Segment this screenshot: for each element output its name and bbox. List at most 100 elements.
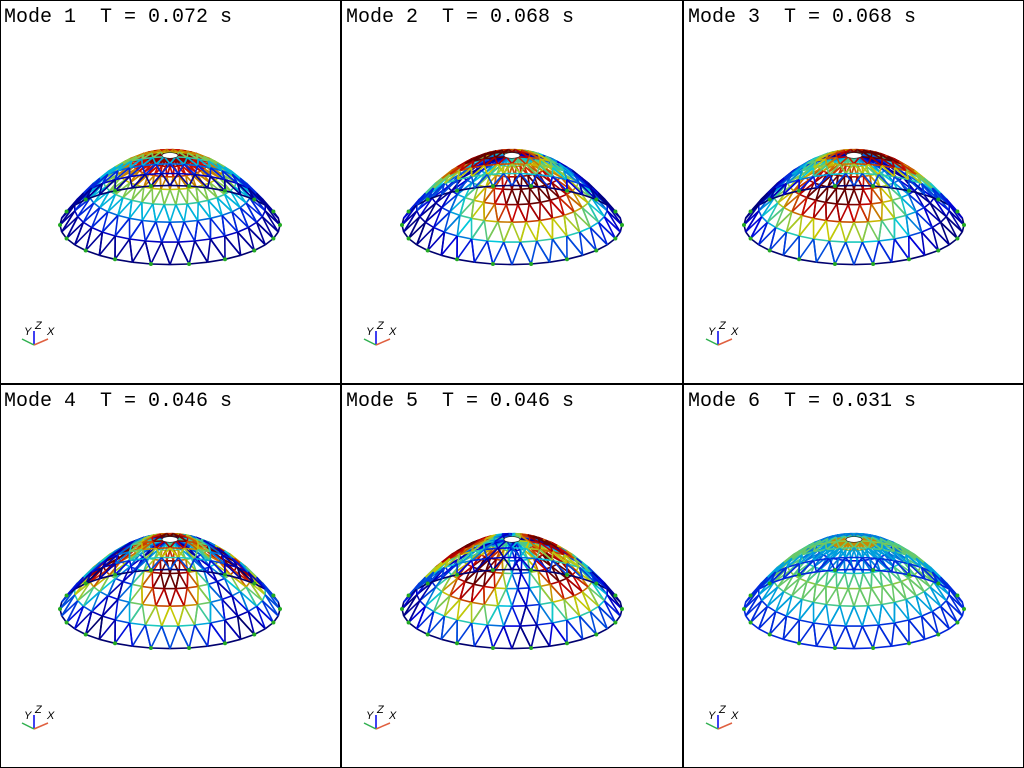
member <box>511 588 519 607</box>
member <box>905 170 910 180</box>
member <box>473 174 488 189</box>
axis-label: Y <box>24 710 32 722</box>
member <box>240 577 255 585</box>
member <box>566 231 580 237</box>
member <box>798 258 817 263</box>
member <box>494 156 507 159</box>
top-opening <box>503 152 521 159</box>
member <box>483 202 486 221</box>
member <box>940 216 947 223</box>
member <box>155 156 165 165</box>
axis-x <box>33 338 49 346</box>
member <box>175 203 188 206</box>
member <box>128 176 134 188</box>
member <box>144 547 157 560</box>
member <box>102 562 116 569</box>
member <box>209 238 226 260</box>
member <box>150 184 171 187</box>
member <box>905 170 923 185</box>
member <box>237 566 255 585</box>
member <box>587 581 593 588</box>
member <box>484 603 498 607</box>
member <box>245 197 251 204</box>
member <box>264 594 279 617</box>
member <box>115 175 130 181</box>
member <box>141 202 144 221</box>
member <box>929 202 947 218</box>
member <box>175 540 185 549</box>
member <box>924 249 939 257</box>
member <box>872 174 880 187</box>
member <box>441 206 451 213</box>
member <box>189 261 208 265</box>
member <box>85 193 100 201</box>
member <box>521 571 530 574</box>
member <box>129 542 143 553</box>
member <box>144 605 157 626</box>
member <box>114 176 131 192</box>
member <box>169 557 179 570</box>
member <box>141 571 153 587</box>
member <box>178 240 195 243</box>
axis-x <box>717 338 733 346</box>
member <box>768 227 777 251</box>
member <box>908 231 922 237</box>
member <box>221 598 239 617</box>
member <box>194 240 209 263</box>
panel: Mode 4 T = 0.046 sY Z X <box>4 390 282 730</box>
member <box>122 580 133 586</box>
member <box>224 178 238 185</box>
node <box>797 257 801 262</box>
member <box>532 558 539 572</box>
member <box>210 619 225 624</box>
member <box>791 197 808 213</box>
member <box>456 215 461 237</box>
member <box>520 535 530 543</box>
member <box>470 176 476 188</box>
member <box>470 200 475 219</box>
member <box>839 163 847 174</box>
member <box>178 176 181 190</box>
member <box>879 186 883 203</box>
member <box>473 537 487 546</box>
member <box>893 182 902 198</box>
member <box>184 603 198 607</box>
member <box>456 566 473 580</box>
member <box>893 176 910 192</box>
member <box>497 221 505 243</box>
member <box>183 605 196 626</box>
member <box>528 572 531 588</box>
member <box>603 216 621 233</box>
member <box>587 202 600 223</box>
member <box>210 559 225 565</box>
member <box>194 174 209 189</box>
member <box>107 197 124 213</box>
member <box>456 182 473 196</box>
member <box>82 586 95 607</box>
member <box>193 549 199 559</box>
member <box>757 222 769 246</box>
member <box>240 193 255 201</box>
member <box>758 187 777 206</box>
node <box>148 568 153 572</box>
member <box>449 595 461 601</box>
node <box>962 223 966 227</box>
member <box>207 258 226 263</box>
member <box>520 240 537 243</box>
member <box>144 624 152 649</box>
member <box>948 210 963 233</box>
member <box>144 558 152 571</box>
member <box>427 193 442 201</box>
member <box>99 206 109 213</box>
member <box>144 174 152 187</box>
member <box>813 170 824 184</box>
member <box>878 173 895 178</box>
member <box>221 595 233 601</box>
member <box>494 157 499 165</box>
member <box>193 604 199 626</box>
member <box>98 231 104 256</box>
member <box>908 235 926 256</box>
member <box>528 156 541 167</box>
member <box>221 211 233 217</box>
member <box>240 633 255 641</box>
